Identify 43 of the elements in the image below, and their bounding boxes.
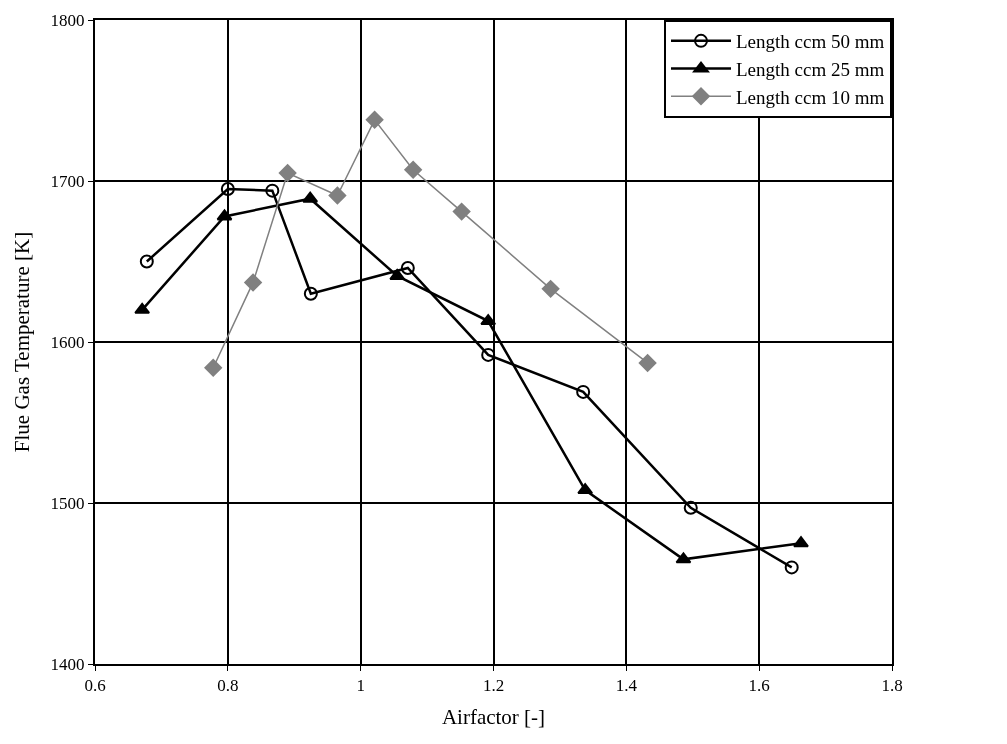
point: [638, 354, 657, 372]
x-tick-label: 0.6: [84, 676, 106, 696]
x-tick-label: 1.6: [748, 676, 770, 696]
y-tick-label: 1700: [50, 171, 85, 191]
legend-label: Length ccm 50 mm: [736, 31, 885, 53]
point: [481, 347, 496, 362]
point: [265, 183, 280, 198]
point: [480, 314, 497, 326]
point: [400, 260, 415, 275]
point: [576, 384, 591, 399]
point: [139, 254, 154, 269]
point: [278, 164, 297, 182]
point: [793, 536, 809, 548]
point: [220, 182, 235, 197]
point: [244, 273, 262, 292]
point: [204, 358, 223, 377]
x-axis-title: Airfactor [-]: [441, 705, 546, 730]
y-tick-label: 1600: [50, 332, 85, 352]
point: [683, 500, 698, 515]
x-tick-label: 1.2: [482, 676, 505, 696]
point: [303, 286, 318, 301]
y-tick-label: 1800: [50, 10, 85, 30]
point: [541, 280, 560, 298]
point: [404, 160, 422, 179]
x-tick-label: 1.8: [881, 676, 903, 696]
point: [389, 268, 406, 280]
x-tick-label: 0.8: [217, 676, 239, 696]
y-tick-label: 1400: [50, 654, 85, 674]
legend-label: Length ccm 10 mm: [736, 86, 885, 108]
point: [216, 209, 233, 221]
point: [577, 483, 594, 495]
x-tick-label: 1.4: [615, 676, 638, 696]
point: [302, 191, 319, 203]
y-tick-label: 1500: [50, 493, 85, 513]
legend-label: Length ccm 25 mm: [736, 58, 885, 80]
point: [365, 111, 384, 129]
point: [134, 302, 151, 314]
point: [784, 560, 799, 575]
y-axis-title: Flue Gas Temperature [K]: [10, 231, 35, 453]
point: [675, 552, 692, 564]
point: [452, 202, 471, 221]
point: [328, 186, 347, 205]
x-tick-label: 1: [356, 676, 365, 696]
